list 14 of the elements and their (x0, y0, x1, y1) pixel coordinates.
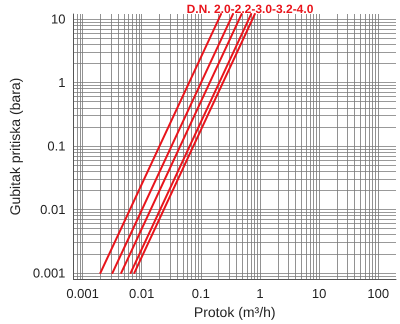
y-tick-label: 10 (50, 12, 66, 27)
chart-title: D.N. 2.0-2.2-3.0-3.2-4.0 (186, 2, 314, 16)
y-tick-label: 1 (58, 75, 66, 90)
x-tick-label: 100 (367, 286, 390, 302)
x-tick-label: 0.01 (129, 286, 154, 302)
y-tick-label: 0.1 (47, 138, 66, 154)
x-tick-label: 0.1 (192, 286, 210, 302)
x-tick-label: 0.001 (66, 286, 99, 302)
x-tick-label: 10 (312, 286, 326, 302)
y-tick-label: 0.001 (32, 265, 66, 280)
y-tick-label: 0.01 (40, 202, 66, 217)
x-tick-label: 1 (256, 286, 264, 302)
y-axis-title: Gubitak pritiska (bara) (7, 78, 23, 216)
x-axis-title: Protok (m³/h) (194, 304, 276, 320)
